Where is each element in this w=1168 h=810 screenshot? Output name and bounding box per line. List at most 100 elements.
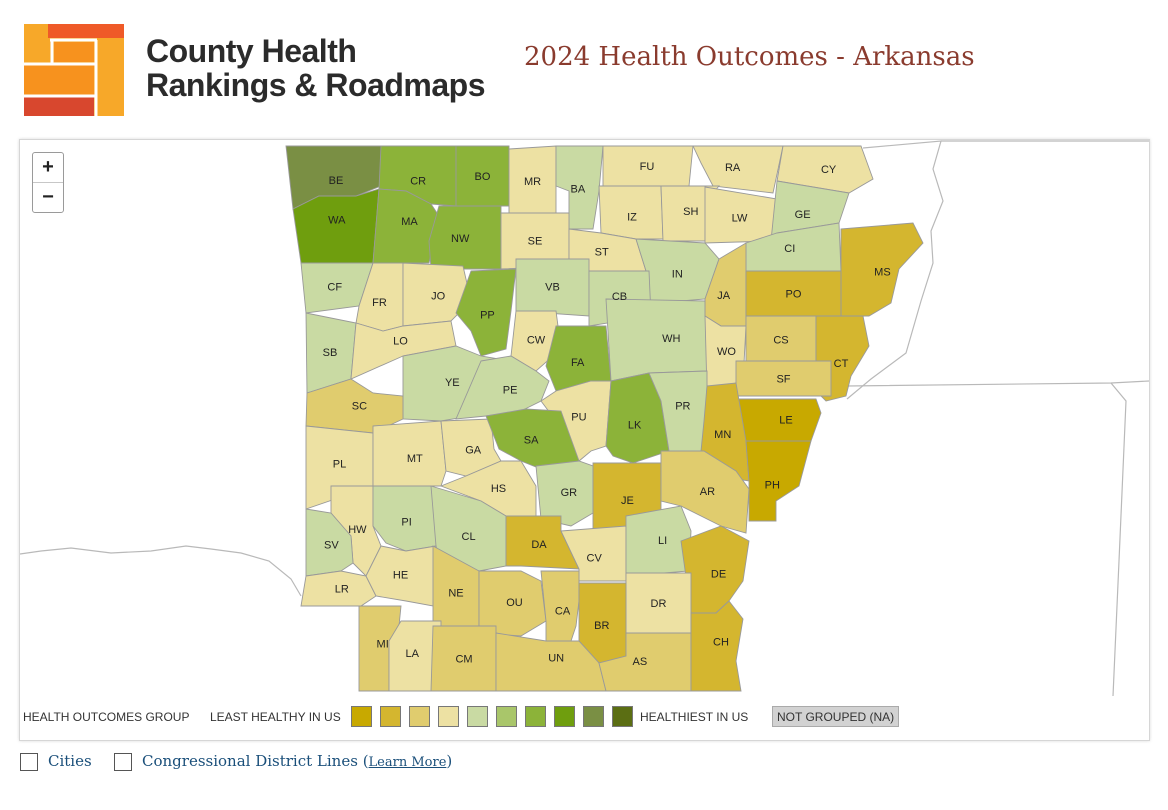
county-label-ct: CT: [834, 358, 849, 370]
legend-swatch-7: [525, 706, 546, 727]
county-wh[interactable]: [605, 298, 717, 382]
county-label-sh: SH: [683, 206, 698, 218]
county-label-pr: PR: [675, 401, 690, 413]
county-label-sf: SF: [776, 374, 790, 386]
legend-group-label: HEALTH OUTCOMES GROUP: [23, 710, 190, 724]
county-label-da: DA: [531, 539, 547, 551]
county-label-cy: CY: [821, 164, 837, 176]
county-label-le: LE: [779, 415, 792, 427]
county-label-wo: WO: [717, 346, 736, 358]
legend-swatch-8: [554, 706, 575, 727]
county-label-ch: CH: [713, 636, 729, 648]
county-label-mr: MR: [524, 176, 541, 188]
county-label-li: LI: [658, 535, 667, 547]
cities-label: Cities: [48, 752, 92, 770]
legend-not-grouped: NOT GROUPED (NA): [772, 706, 900, 727]
county-label-wa: WA: [328, 214, 346, 226]
zoom-in-button[interactable]: +: [42, 156, 54, 178]
county-label-he: HE: [393, 570, 408, 582]
district-lines-label: Congressional District Lines: [142, 752, 358, 770]
cities-option[interactable]: Cities: [20, 750, 92, 772]
county-label-un: UN: [548, 652, 564, 664]
map-legend: HEALTH OUTCOMES GROUP LEAST HEALTHY IN U…: [20, 706, 1149, 736]
county-label-ba: BA: [571, 183, 586, 195]
county-label-hw: HW: [348, 524, 367, 536]
county-label-lw: LW: [732, 213, 748, 225]
county-health-rankings-logo: [24, 24, 124, 116]
legend-swatch-4: [438, 706, 459, 727]
county-label-pl: PL: [333, 459, 346, 471]
county-label-pp: PP: [480, 309, 495, 321]
arkansas-county-map[interactable]: BE CR BO MR BA FU RA CY WA MA NW SE IZ SH LW GE ST IN CI MS…: [20, 140, 1149, 696]
county-cy[interactable]: [776, 145, 874, 194]
county-lo[interactable]: [350, 320, 457, 380]
county-label-br: BR: [594, 620, 609, 632]
county-label-sb: SB: [323, 347, 338, 359]
learn-more-link[interactable]: Learn More: [368, 755, 447, 770]
county-label-jo: JO: [431, 290, 446, 302]
cities-checkbox[interactable]: [20, 753, 38, 771]
county-label-dr: DR: [651, 598, 667, 610]
county-ca[interactable]: [540, 570, 580, 642]
county-label-pi: PI: [401, 517, 411, 529]
county-ra[interactable]: [692, 145, 784, 194]
county-label-po: PO: [786, 289, 802, 301]
legend-swatch-6: [496, 706, 517, 727]
county-ph[interactable]: [745, 440, 812, 522]
county-label-cs: CS: [773, 335, 788, 347]
county-label-ci: CI: [784, 243, 795, 255]
county-un[interactable]: [495, 632, 607, 692]
county-ba[interactable]: [555, 145, 604, 230]
county-label-cw: CW: [527, 335, 546, 347]
county-label-ph: PH: [765, 480, 780, 492]
county-label-in: IN: [672, 268, 683, 280]
legend-swatch-9: [583, 706, 604, 727]
legend-swatch-10: [612, 706, 633, 727]
county-label-lo: LO: [393, 335, 408, 347]
county-he[interactable]: [365, 545, 437, 607]
county-label-lr: LR: [335, 584, 349, 596]
county-label-fu: FU: [640, 161, 655, 173]
county-mt[interactable]: [372, 420, 447, 487]
county-label-cf: CF: [327, 281, 342, 293]
neighbor-state-borders: [20, 140, 1149, 696]
county-label-ye: YE: [445, 377, 460, 389]
legend-healthiest-label: HEALTHIEST IN US: [640, 710, 749, 724]
legend-least-healthy-label: LEAST HEALTHY IN US: [210, 710, 341, 724]
county-pp[interactable]: [455, 268, 517, 357]
county-label-ge: GE: [795, 209, 811, 221]
county-label-de: DE: [711, 569, 726, 581]
zoom-control: + −: [32, 152, 64, 213]
district-lines-option[interactable]: Congressional District Lines (Learn More…: [114, 750, 452, 772]
county-label-sa: SA: [524, 435, 539, 447]
county-ar[interactable]: [660, 450, 750, 534]
legend-swatch-1: [351, 706, 372, 727]
page-title: 2024 Health Outcomes - Arkansas: [524, 42, 975, 72]
county-label-mn: MN: [714, 429, 731, 441]
county-label-ja: JA: [717, 290, 731, 302]
county-label-ga: GA: [465, 445, 482, 457]
county-label-ou: OU: [506, 597, 523, 609]
map-container[interactable]: BE CR BO MR BA FU RA CY WA MA NW SE IZ SH LW GE ST IN CI MS…: [19, 139, 1150, 741]
zoom-out-button[interactable]: −: [33, 182, 63, 212]
county-label-gr: GR: [561, 487, 578, 499]
county-label-sc: SC: [352, 401, 367, 413]
county-label-ra: RA: [725, 162, 741, 174]
county-label-cb: CB: [612, 291, 627, 303]
county-label-be: BE: [329, 175, 344, 187]
county-iz[interactable]: [598, 185, 664, 240]
brand-line-2: Rankings & Roadmaps: [146, 67, 486, 103]
legend-swatch-3: [409, 706, 430, 727]
county-la[interactable]: [388, 620, 442, 692]
district-lines-checkbox[interactable]: [114, 753, 132, 771]
county-nw[interactable]: [428, 205, 502, 270]
county-label-iz: IZ: [627, 212, 637, 224]
county-label-lk: LK: [628, 419, 642, 431]
county-label-je: JE: [621, 495, 634, 507]
county-label-pu: PU: [571, 412, 586, 424]
county-label-ne: NE: [448, 587, 463, 599]
legend-swatch-2: [380, 706, 401, 727]
county-ch[interactable]: [690, 600, 744, 692]
county-label-st: ST: [595, 247, 609, 259]
county-cv[interactable]: [560, 525, 627, 582]
